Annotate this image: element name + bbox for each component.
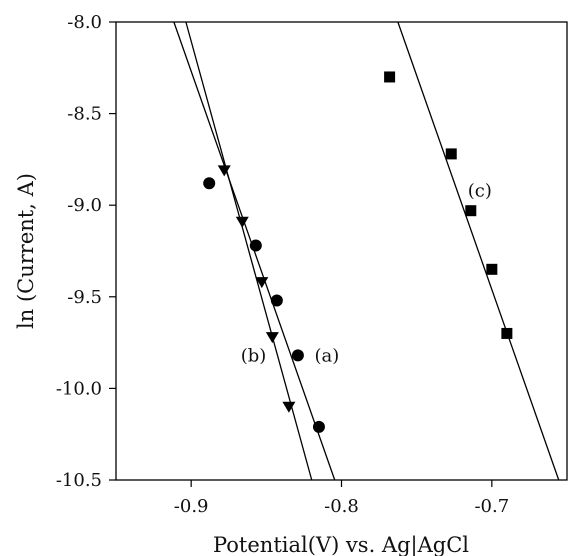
x-axis-ticks: -0.9 -0.8 -0.7 bbox=[174, 480, 509, 517]
y-tick-label: -10.5 bbox=[56, 470, 102, 491]
data-point-triangle bbox=[217, 165, 231, 177]
annotations: (a) (b) (c) bbox=[241, 181, 492, 367]
data-point-square bbox=[486, 263, 498, 275]
data-points bbox=[203, 71, 513, 433]
plot-frame bbox=[115, 21, 568, 481]
data-point-circle bbox=[203, 177, 216, 190]
fit-lines bbox=[173, 21, 560, 481]
data-point-circle bbox=[291, 349, 304, 362]
data-point-circle bbox=[270, 294, 283, 307]
y-tick-label: -8.5 bbox=[67, 104, 102, 125]
data-point-square bbox=[501, 327, 513, 339]
series-annotation: (c) bbox=[468, 181, 492, 202]
x-tick-label: -0.8 bbox=[324, 496, 359, 517]
data-point-triangle bbox=[235, 216, 249, 228]
y-tick-label: -9.0 bbox=[67, 195, 102, 216]
data-point-triangle bbox=[265, 332, 279, 344]
x-axis-title: Potential(V) vs. Ag|AgCl bbox=[213, 533, 469, 556]
data-point-triangle bbox=[255, 277, 269, 289]
data-point-square bbox=[465, 205, 477, 217]
y-tick-label: -10.0 bbox=[56, 378, 102, 399]
x-tick-label: -0.9 bbox=[174, 496, 209, 517]
y-axis-ticks: -8.0 -8.5 -9.0 -9.5 -10.0 -10.5 bbox=[56, 12, 116, 491]
x-tick-label: -0.7 bbox=[474, 496, 509, 517]
y-tick-label: -8.0 bbox=[67, 12, 102, 33]
data-point-square bbox=[445, 148, 457, 160]
y-tick-label: -9.5 bbox=[67, 287, 102, 308]
series-annotation: (a) bbox=[314, 345, 339, 366]
data-point-triangle bbox=[282, 401, 296, 413]
fit-line-square bbox=[397, 21, 560, 481]
y-axis-title: ln (Current, A) bbox=[14, 173, 38, 329]
data-point-square bbox=[384, 71, 396, 83]
fit-line-triangle-down bbox=[185, 21, 313, 481]
data-point-circle bbox=[312, 420, 325, 433]
data-point-circle bbox=[249, 239, 262, 252]
series-annotation: (b) bbox=[241, 345, 267, 366]
